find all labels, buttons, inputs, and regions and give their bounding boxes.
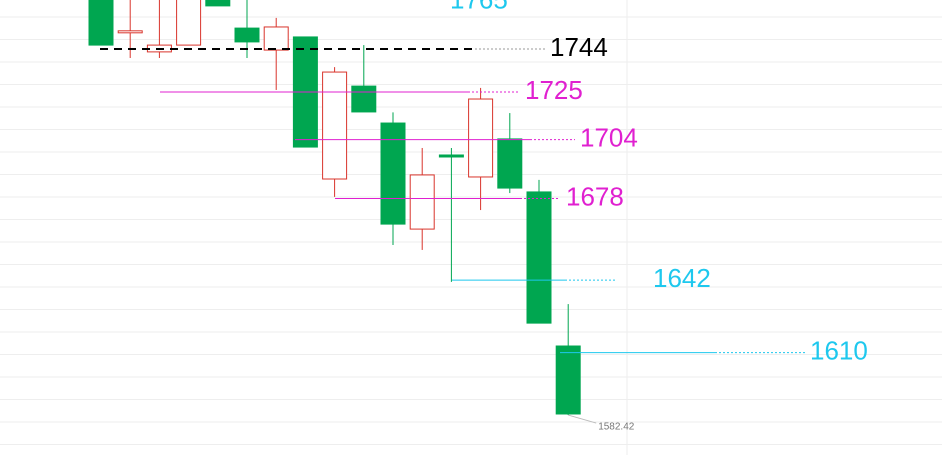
level-label: 1678	[566, 181, 624, 211]
candle-body	[526, 191, 552, 324]
low-leader	[568, 414, 597, 424]
candle-body	[497, 138, 523, 189]
level-label: 1610	[810, 335, 868, 365]
plot-area: 1582.42 1765 1744 1725 1704 1678 1642 1610	[88, 0, 868, 433]
level-label: 1744	[550, 32, 608, 62]
candle-body	[438, 154, 464, 158]
candle-body	[176, 0, 202, 46]
candle-body	[88, 0, 114, 46]
level-label: 1765	[450, 0, 508, 14]
level-label: 1642	[653, 263, 711, 293]
candle-body	[263, 26, 289, 51]
candle-body	[205, 0, 231, 7]
candle-body	[234, 27, 260, 43]
low-annotation: 1582.42	[598, 422, 635, 433]
candle-body	[117, 30, 143, 34]
candle-body	[468, 98, 494, 178]
level-label: 1725	[525, 75, 583, 105]
candle-body	[409, 174, 435, 230]
candle-body	[380, 122, 406, 225]
level-label: 1704	[580, 122, 638, 152]
candle-body	[351, 85, 377, 113]
candle-body	[555, 345, 581, 415]
candle-body	[322, 71, 348, 180]
